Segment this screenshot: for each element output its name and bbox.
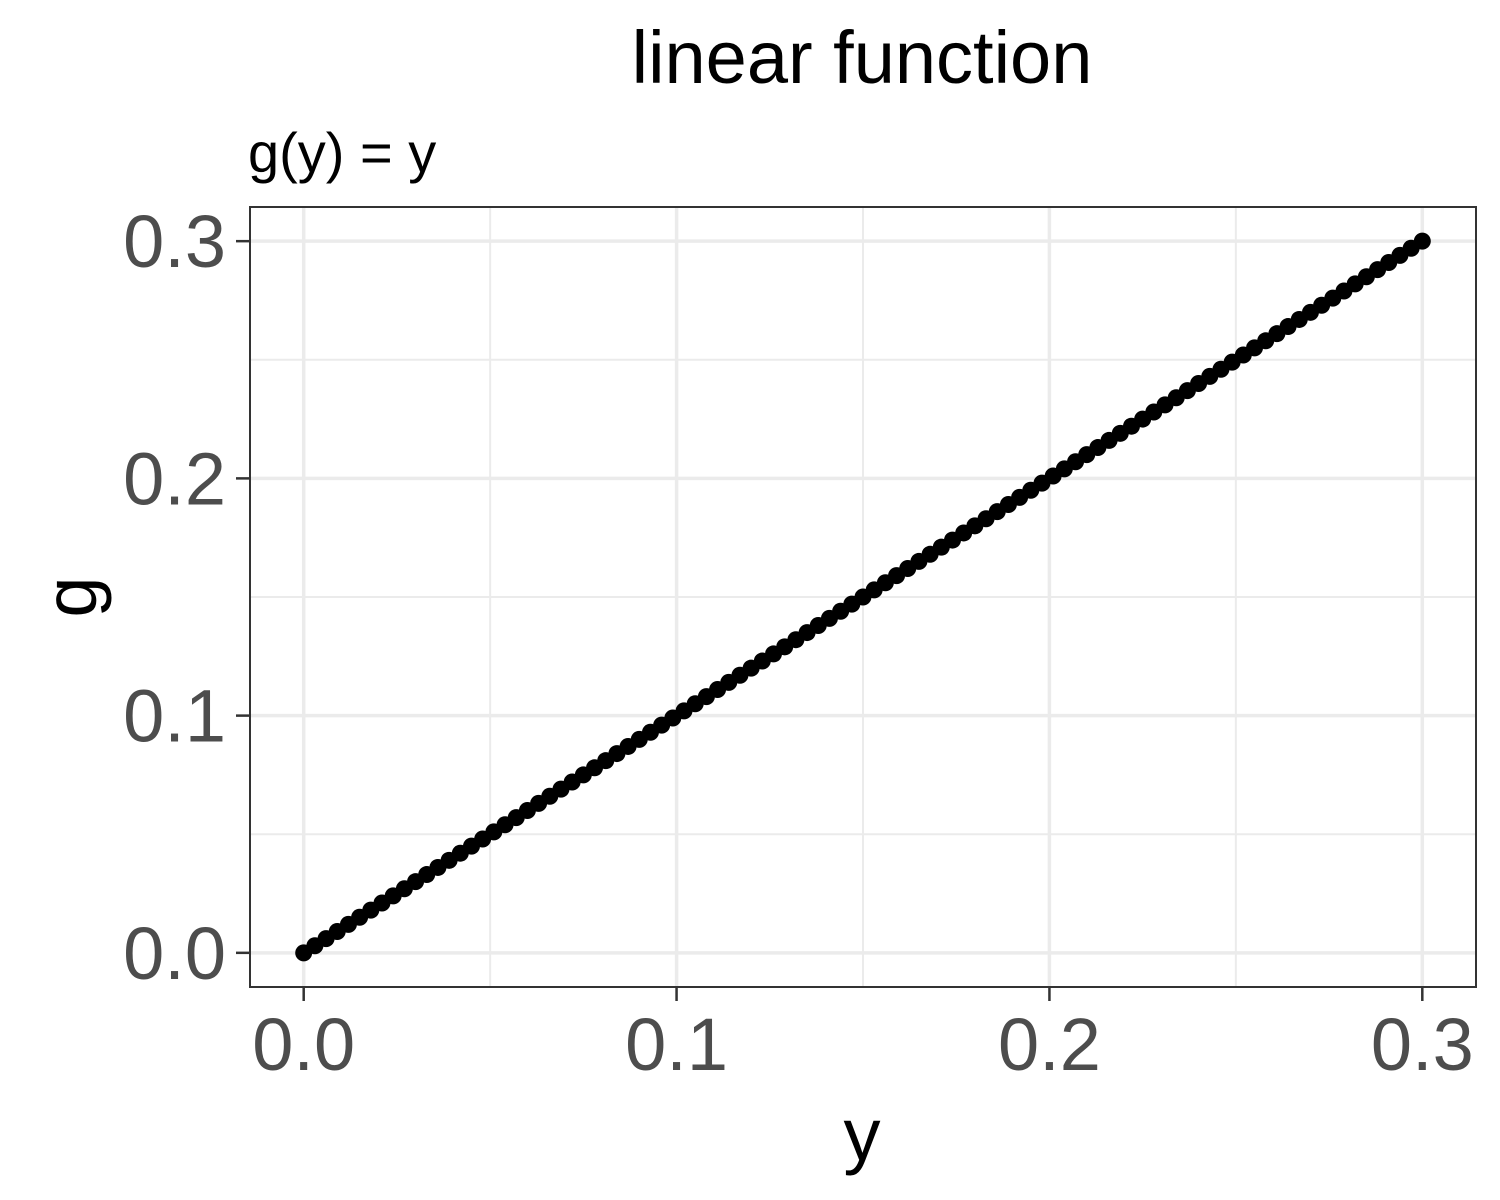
x-tick-label: 0.2 (998, 1003, 1101, 1086)
x-tick-label: 0.1 (625, 1003, 728, 1086)
x-tick-label: 0.3 (1371, 1003, 1474, 1086)
data-point (1413, 232, 1431, 250)
panel-border (249, 206, 1477, 988)
y-tick-label: 0.0 (123, 912, 226, 995)
y-tick-label: 0.3 (123, 200, 226, 283)
y-axis-title: g (29, 576, 112, 617)
x-tick-label: 0.0 (252, 1003, 355, 1086)
y-tick-label: 0.1 (123, 675, 226, 758)
x-axis-tick-labels: 0.0 0.1 0.2 0.3 (252, 1003, 1473, 1086)
chart-title: linear function (632, 16, 1093, 99)
axis-ticks (236, 239, 1424, 1001)
data-points (295, 232, 1431, 962)
y-tick-label: 0.2 (123, 437, 226, 520)
x-axis-title: y (844, 1093, 881, 1176)
chart-subtitle: g(y) = y (248, 121, 436, 184)
y-axis-tick-labels: 0.0 0.1 0.2 0.3 (123, 200, 226, 995)
